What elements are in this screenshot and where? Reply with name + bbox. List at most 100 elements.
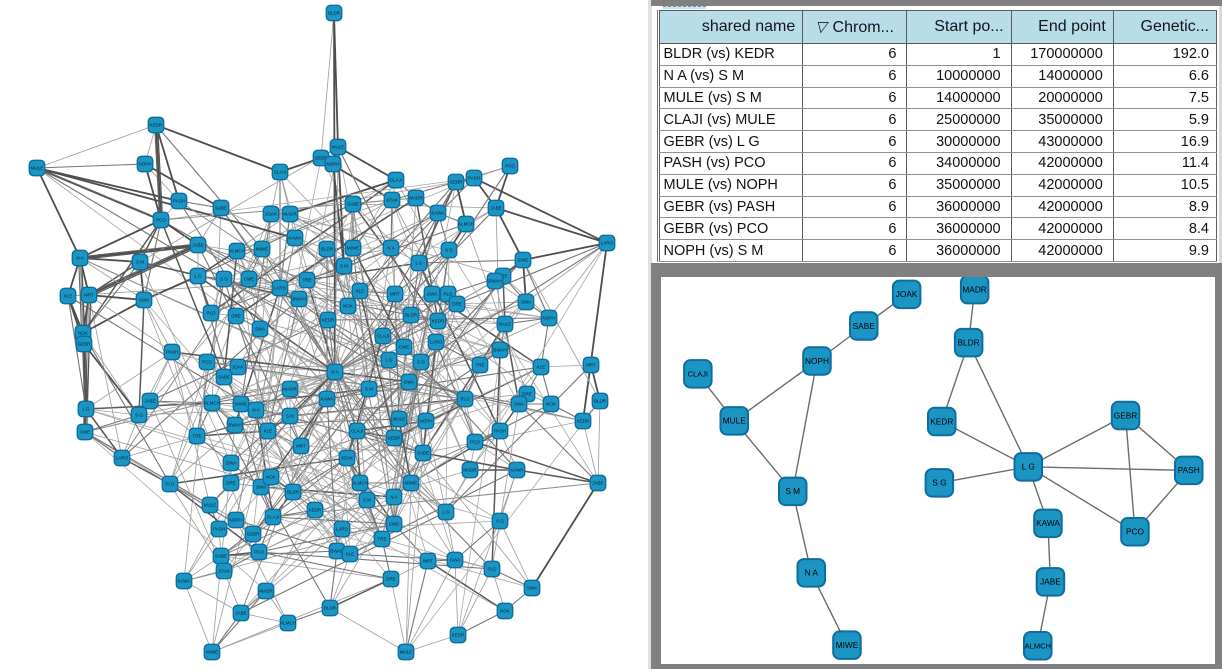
svg-text:BWAH: BWAH: [488, 279, 501, 284]
svg-text:PCO: PCO: [202, 360, 212, 365]
svg-text:S G: S G: [496, 519, 504, 524]
svg-text:NOK: NOK: [266, 475, 276, 480]
svg-text:MULE: MULE: [400, 650, 413, 655]
svg-text:CLAJI: CLAJI: [267, 515, 279, 520]
svg-text:BLDR: BLDR: [287, 490, 300, 495]
svg-text:SABE: SABE: [215, 554, 227, 559]
svg-text:PASH: PASH: [166, 350, 178, 355]
svg-text:SABE: SABE: [215, 206, 227, 211]
svg-text:MULE: MULE: [31, 166, 44, 171]
svg-text:JABE: JABE: [1040, 577, 1061, 587]
svg-text:KEDR: KEDR: [150, 123, 163, 128]
svg-text:SWA: SWA: [521, 300, 531, 305]
svg-text:GWA: GWA: [427, 292, 438, 297]
svg-text:MRT: MRT: [296, 444, 306, 449]
svg-text:S M: S M: [340, 264, 348, 269]
svg-text:KAWA: KAWA: [1036, 518, 1060, 528]
svg-text:GEBR: GEBR: [450, 180, 464, 185]
svg-text:DRE: DRE: [386, 577, 396, 582]
svg-text:KAWA: KAWA: [178, 579, 191, 584]
svg-text:L G: L G: [82, 407, 90, 412]
svg-text:MADR: MADR: [962, 285, 986, 295]
svg-text:CWE: CWE: [80, 430, 91, 435]
svg-text:L G: L G: [194, 274, 202, 279]
svg-text:N A: N A: [390, 495, 397, 500]
svg-text:S M: S M: [365, 387, 373, 392]
svg-text:JABE: JABE: [490, 206, 501, 211]
svg-text:L G: L G: [415, 261, 423, 266]
svg-text:KEDR: KEDR: [432, 319, 445, 324]
svg-text:CLAJI: CLAJI: [688, 370, 708, 379]
svg-text:JABE: JABE: [235, 611, 246, 616]
svg-text:DRE: DRE: [231, 314, 241, 319]
svg-text:ALMCH: ALMCH: [280, 621, 296, 626]
svg-text:BLDR: BLDR: [594, 399, 607, 404]
svg-text:ALMCH: ALMCH: [458, 222, 474, 227]
svg-text:GEBR: GEBR: [1114, 410, 1138, 420]
svg-text:MIWE: MIWE: [235, 402, 247, 407]
svg-text:CWE: CWE: [389, 522, 400, 527]
svg-text:MADR: MADR: [283, 212, 297, 217]
svg-text:BWAH: BWAH: [493, 348, 506, 353]
svg-text:L G: L G: [1022, 462, 1035, 472]
svg-text:JOAK: JOAK: [896, 289, 918, 299]
svg-text:N A: N A: [331, 370, 338, 375]
svg-text:PCO: PCO: [156, 218, 166, 223]
svg-text:CLAJI: CLAJI: [390, 178, 402, 183]
svg-text:CLAJI: CLAJI: [274, 170, 286, 175]
svg-text:S M: S M: [785, 486, 800, 496]
svg-text:JOAK: JOAK: [232, 365, 244, 370]
svg-text:SWA: SWA: [256, 485, 266, 490]
svg-text:JOAK: JOAK: [386, 198, 398, 203]
svg-text:PLO: PLO: [165, 482, 175, 487]
svg-text:NOPH: NOPH: [326, 162, 339, 167]
svg-text:CLAJI: CLAJI: [377, 334, 389, 339]
svg-text:GWA: GWA: [450, 558, 461, 563]
svg-text:MULE: MULE: [204, 503, 217, 508]
svg-text:JABE: JABE: [192, 243, 203, 248]
svg-text:MIWE: MIWE: [206, 650, 218, 655]
svg-text:SABE: SABE: [417, 451, 429, 456]
svg-text:JABE: JABE: [144, 399, 155, 404]
svg-text:L G: L G: [385, 358, 393, 363]
svg-text:MRT: MRT: [390, 292, 400, 297]
svg-text:KLE: KLE: [346, 552, 355, 557]
svg-text:BLDR: BLDR: [328, 11, 341, 16]
svg-text:KEDR: KEDR: [577, 419, 590, 424]
svg-text:NOK: NOK: [546, 402, 556, 407]
svg-text:JOAK: JOAK: [265, 212, 277, 217]
svg-text:JABE: JABE: [592, 481, 603, 486]
svg-text:KAWA: KAWA: [432, 211, 445, 216]
svg-text:N A: N A: [76, 256, 83, 261]
svg-text:PASH: PASH: [494, 429, 506, 434]
svg-text:BLDR: BLDR: [405, 313, 418, 318]
svg-text:BLDR: BLDR: [958, 338, 980, 348]
svg-text:ALMCH: ALMCH: [352, 481, 368, 486]
svg-text:MULE: MULE: [332, 145, 345, 150]
svg-text:GEBR: GEBR: [388, 436, 402, 441]
svg-text:TRE: TRE: [303, 278, 312, 283]
svg-text:KAWA: KAWA: [289, 236, 302, 241]
svg-text:LARO: LARO: [336, 527, 349, 532]
svg-text:MADR: MADR: [463, 468, 477, 473]
svg-text:PCO: PCO: [505, 164, 515, 169]
svg-text:PASH: PASH: [1178, 465, 1200, 475]
svg-text:TRE: TRE: [378, 537, 387, 542]
svg-text:GEBR: GEBR: [247, 532, 261, 537]
svg-text:MRT: MRT: [586, 363, 596, 368]
svg-text:PASH: PASH: [468, 176, 480, 181]
svg-text:ALMCH: ALMCH: [204, 401, 220, 406]
svg-text:CWE: CWE: [244, 277, 255, 282]
svg-text:SWA: SWA: [527, 586, 537, 591]
svg-text:PCO: PCO: [254, 550, 264, 555]
svg-text:NOK: NOK: [343, 304, 353, 309]
svg-text:ALMCH: ALMCH: [229, 249, 245, 254]
svg-text:KLE: KLE: [537, 365, 546, 370]
svg-text:MADR: MADR: [259, 589, 273, 594]
svg-text:MULE: MULE: [723, 416, 747, 426]
svg-text:S M: S M: [363, 498, 371, 503]
svg-text:GWA: GWA: [404, 380, 415, 385]
svg-text:NOPH: NOPH: [138, 162, 151, 167]
svg-text:PCO: PCO: [1126, 527, 1145, 537]
svg-text:MRT: MRT: [84, 293, 94, 298]
